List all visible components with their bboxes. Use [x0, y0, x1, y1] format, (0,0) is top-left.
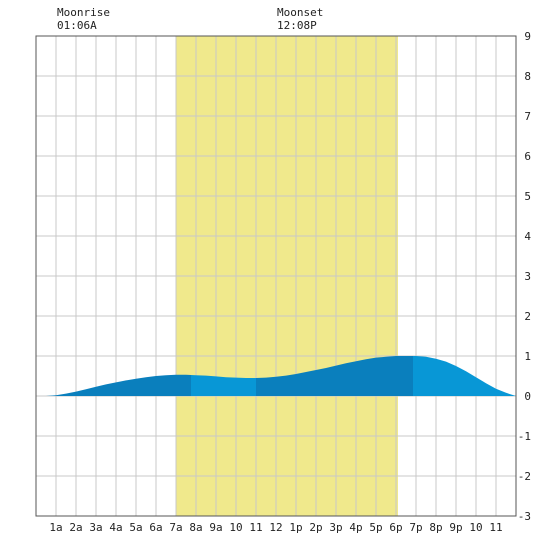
- x-tick-label: 2a: [69, 521, 82, 534]
- y-tick-label: 7: [524, 110, 531, 123]
- x-tick-label: 7p: [409, 521, 422, 534]
- y-tick-label: -1: [518, 430, 531, 443]
- y-tick-label: 3: [524, 270, 531, 283]
- x-tick-label: 4a: [109, 521, 122, 534]
- y-tick-label: 1: [524, 350, 531, 363]
- tide-area-segment: [413, 356, 516, 396]
- x-tick-label: 2p: [309, 521, 322, 534]
- x-tick-label: 6a: [149, 521, 162, 534]
- tide-area-segment: [191, 375, 256, 396]
- y-tick-label: 4: [524, 230, 531, 243]
- y-tick-label: 6: [524, 150, 531, 163]
- y-tick-label: 9: [524, 30, 531, 43]
- moonrise-time: 01:06A: [57, 19, 97, 32]
- x-tick-label: 5p: [369, 521, 382, 534]
- x-tick-label: 10: [469, 521, 482, 534]
- x-tick-label: 9p: [449, 521, 462, 534]
- x-tick-label: 8p: [429, 521, 442, 534]
- moonset-title: Moonset: [277, 6, 324, 19]
- moonset-label: Moonset 12:08P: [277, 6, 323, 32]
- tide-area-segment: [256, 356, 413, 396]
- x-tick-label: 1a: [49, 521, 62, 534]
- x-tick-label: 11: [249, 521, 262, 534]
- y-tick-label: 5: [524, 190, 531, 203]
- moonrise-label: Moonrise 01:06A: [57, 6, 110, 32]
- tide-area-segment: [36, 374, 191, 396]
- y-tick-label: 0: [524, 390, 531, 403]
- tide-area-layer: [36, 356, 516, 396]
- x-tick-label: 1p: [289, 521, 302, 534]
- x-tick-label: 3p: [329, 521, 342, 534]
- y-tick-labels: 9 8 7 6 5 4 3 2 1 0 -1 -2 -3: [518, 30, 532, 523]
- x-tick-label: 6p: [389, 521, 402, 534]
- y-tick-label: -3: [518, 510, 531, 523]
- y-tick-label: 2: [524, 310, 531, 323]
- x-tick-label: 3a: [89, 521, 102, 534]
- x-tick-label: 4p: [349, 521, 362, 534]
- x-tick-label: 9a: [209, 521, 222, 534]
- y-tick-label: -2: [518, 470, 531, 483]
- x-tick-label: 11: [489, 521, 502, 534]
- x-tick-label: 10: [229, 521, 242, 534]
- plot-border: [35, 35, 517, 517]
- x-tick-label: 8a: [189, 521, 202, 534]
- x-tick-labels: 1a 2a 3a 4a 5a 6a 7a 8a 9a 10 11 12 1p 2p 3p 4p 5p 6p 7p 8p…: [49, 521, 502, 534]
- x-tick-label: 5a: [129, 521, 142, 534]
- moonset-time: 12:08P: [277, 19, 317, 32]
- x-tick-label: 12: [269, 521, 282, 534]
- y-tick-label: 8: [524, 70, 531, 83]
- moonrise-title: Moonrise: [57, 6, 110, 19]
- x-tick-label: 7a: [169, 521, 182, 534]
